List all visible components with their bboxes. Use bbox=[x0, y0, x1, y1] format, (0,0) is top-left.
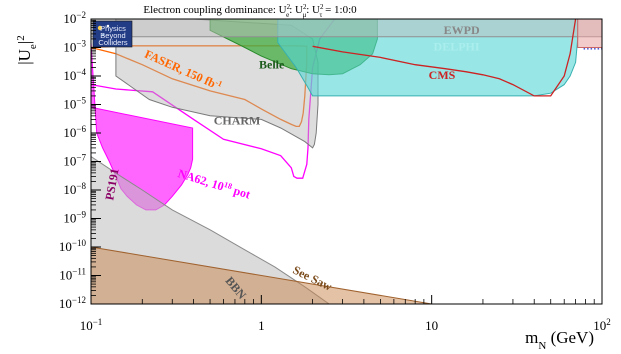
x-tick-label: 1 bbox=[258, 318, 265, 333]
logo-line-1: Physics bbox=[100, 24, 126, 33]
plot-regions bbox=[91, 19, 602, 304]
chart-title: Electron coupling dominance: U2 e: U2 μ: U… bbox=[143, 3, 357, 19]
series-cms bbox=[312, 19, 577, 97]
logo-line-3: Colliders bbox=[98, 38, 127, 47]
x-tick-label: 10 bbox=[425, 318, 438, 333]
series-delphi bbox=[277, 19, 579, 97]
y-tick-label: 10−4 bbox=[63, 67, 86, 83]
series-na62-10-pot bbox=[91, 19, 336, 179]
axis-ticks bbox=[90, 18, 603, 305]
x-axis-title: mN (GeV) bbox=[525, 328, 594, 352]
label-cms: CMS bbox=[429, 68, 456, 82]
y-tick-label: 10−11 bbox=[59, 267, 86, 283]
y-tick-label: 10−8 bbox=[63, 181, 86, 197]
logo-line-2: Beyond bbox=[100, 31, 125, 40]
y-tick-label: 10−9 bbox=[63, 210, 86, 226]
x-tick-label: 102 bbox=[593, 317, 611, 333]
y-axis-title: |Ue|2 bbox=[15, 35, 39, 64]
series-top-right-band bbox=[577, 19, 602, 48]
y-tick-label: 10−6 bbox=[63, 124, 86, 140]
series-see-saw bbox=[91, 246, 602, 304]
y-tick-label: 10−5 bbox=[63, 96, 86, 112]
series-ewpd bbox=[91, 19, 602, 38]
label-ps191: PS191 bbox=[102, 167, 121, 201]
x-tick-label: 10−1 bbox=[80, 317, 103, 333]
label-ewpd: EWPD bbox=[444, 23, 480, 37]
axis-tick-labels: 10−2 10−3 10−4 10−5 10−6 10−7 10−8 10−9 10−10 10−… bbox=[59, 10, 611, 333]
label-belle: Belle bbox=[259, 58, 285, 72]
label-charm: CHARM bbox=[214, 113, 261, 127]
y-tick-label: 10−10 bbox=[59, 238, 87, 254]
y-tick-label: 10−7 bbox=[63, 153, 86, 169]
y-tick-label: 10−12 bbox=[59, 295, 86, 311]
y-tick-label: 10−3 bbox=[63, 39, 86, 55]
label-delphi: DELPHI bbox=[434, 39, 480, 53]
logo-badge: Physics Beyond Colliders bbox=[92, 20, 133, 48]
y-tick-label: 10−2 bbox=[63, 10, 86, 26]
